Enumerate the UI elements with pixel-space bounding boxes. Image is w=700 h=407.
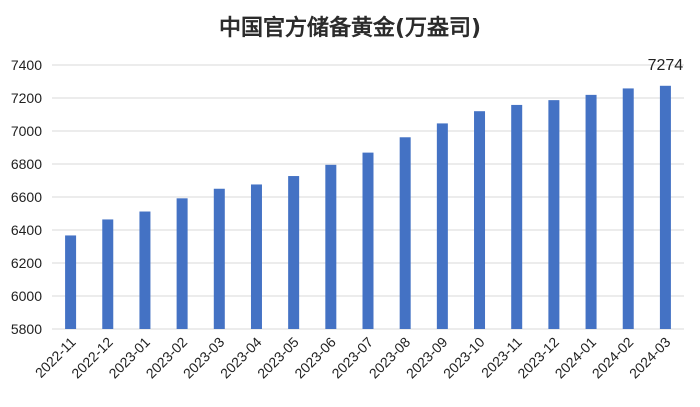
bar — [176, 198, 188, 329]
y-tick-label: 6000 — [11, 288, 42, 304]
bar — [548, 100, 560, 330]
bar — [213, 188, 225, 329]
y-tick-label: 7400 — [11, 57, 42, 73]
bar — [325, 164, 337, 329]
y-tick-label: 6600 — [11, 189, 42, 205]
bar — [622, 88, 634, 330]
chart-title: 中国官方储备黄金(万盎司) — [218, 16, 482, 41]
bar — [511, 104, 523, 330]
bar — [139, 211, 151, 329]
x-tick-label: 2024-03 — [626, 334, 674, 382]
x-tick-label: 2023-10 — [440, 334, 488, 382]
bar — [65, 235, 77, 329]
y-tick-label: 7200 — [11, 90, 42, 106]
data-label: 7274 — [648, 57, 684, 74]
y-tick-label: 6800 — [11, 156, 42, 172]
bar — [250, 184, 262, 329]
bar — [399, 137, 411, 329]
bar — [659, 85, 671, 329]
bar — [288, 176, 300, 329]
y-tick-label: 6400 — [11, 222, 42, 238]
y-tick-label: 6200 — [11, 255, 42, 271]
bar — [102, 219, 114, 329]
bar — [585, 94, 597, 330]
bar — [474, 111, 486, 329]
bar — [362, 152, 374, 329]
y-tick-label: 7000 — [11, 123, 42, 139]
bar — [436, 123, 448, 329]
y-tick-label: 5800 — [11, 321, 42, 337]
